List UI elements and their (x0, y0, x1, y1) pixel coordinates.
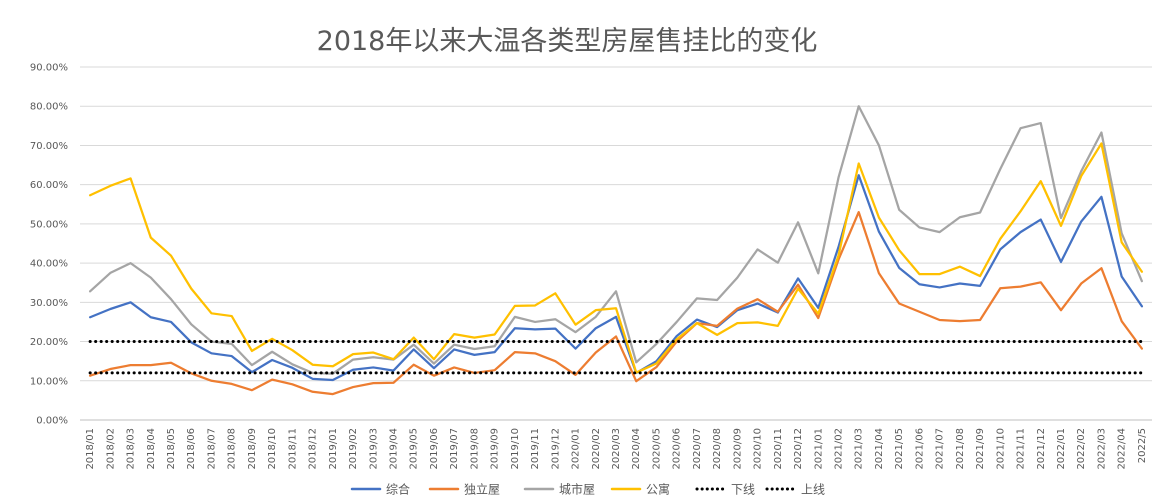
x-tick-label: 2018/07 (206, 428, 217, 470)
x-tick-label: 2020/02 (591, 428, 602, 470)
x-tick-label: 2018/04 (146, 428, 157, 470)
series-lines (88, 105, 1144, 396)
x-tick-label: 2020/08 (712, 428, 723, 470)
x-tick-label: 2021/03 (854, 428, 865, 470)
x-tick-label: 2019/10 (510, 428, 521, 470)
x-tick-label: 2022/5 (1137, 428, 1148, 463)
x-tick-label: 2021/06 (914, 428, 925, 470)
x-tick-label: 2020/07 (692, 428, 703, 470)
x-tick-label: 2019/05 (409, 428, 420, 470)
x-tick-label: 2022/03 (1096, 428, 1107, 470)
x-tick-label: 2018/02 (105, 428, 116, 470)
y-tick-label: 50.00% (30, 219, 68, 230)
x-tick-label: 2021/08 (955, 428, 966, 470)
x-tick-label: 2019/04 (389, 428, 400, 470)
legend-label: 上线 (801, 483, 825, 497)
x-tick-label: 2018/06 (186, 428, 197, 470)
x-tick-label: 2018/08 (227, 428, 238, 470)
x-tick-label: 2020/12 (793, 428, 804, 470)
x-tick-label: 2021/09 (975, 428, 986, 470)
legend-label: 独立屋 (464, 482, 500, 497)
x-tick-label: 2019/02 (348, 428, 359, 470)
legend-label: 下线 (731, 483, 755, 497)
y-tick-label: 70.00% (30, 141, 68, 152)
x-tick-label: 2018/10 (267, 428, 278, 470)
x-tick-label: 2020/09 (732, 428, 743, 470)
y-tick-label: 20.00% (30, 337, 68, 348)
x-tick-label: 2018/09 (247, 428, 258, 470)
x-tick-label: 2018/01 (85, 428, 96, 470)
x-tick-label: 2022/02 (1076, 428, 1087, 470)
y-tick-label: 40.00% (30, 259, 68, 270)
x-tick-label: 2019/09 (490, 428, 501, 470)
x-tick-label: 2022/04 (1117, 428, 1128, 470)
x-axis-ticks: 2018/01 2018/02 2018/03 2018/04 2018/05 2018/… (85, 428, 1148, 470)
y-tick-label: 90.00% (30, 63, 68, 74)
x-tick-label: 2021/10 (995, 428, 1006, 470)
x-tick-label: 2020/06 (672, 428, 683, 470)
y-tick-label: 60.00% (30, 180, 68, 191)
chart-title: 2018年以来大温各类型房屋售挂比的变化 (317, 26, 818, 57)
x-tick-label: 2021/04 (874, 428, 885, 470)
x-tick-label: 2020/10 (753, 428, 764, 470)
x-tick-label: 2018/11 (287, 428, 298, 470)
x-tick-label: 2018/03 (126, 428, 137, 470)
series-line-综合 (88, 174, 1144, 382)
gridlines (80, 66, 1152, 421)
x-tick-label: 2020/11 (773, 428, 784, 470)
x-tick-label: 2021/07 (935, 428, 946, 470)
x-tick-label: 2019/03 (368, 428, 379, 470)
x-tick-label: 2018/05 (166, 428, 177, 470)
x-tick-label: 2019/11 (530, 428, 541, 470)
x-tick-label: 2021/05 (894, 428, 905, 470)
legend-label: 公寓 (646, 482, 670, 497)
x-tick-label: 2021/12 (1036, 428, 1047, 470)
legend: 综合 独立屋 城市屋 公寓 下线 上线 (350, 482, 825, 497)
series-line-城市屋 (88, 105, 1144, 375)
x-tick-label: 2019/06 (429, 428, 440, 470)
legend-label: 综合 (386, 482, 410, 497)
x-tick-label: 2021/02 (833, 428, 844, 470)
x-tick-label: 2019/07 (449, 428, 460, 470)
x-tick-label: 2019/12 (550, 428, 561, 470)
y-tick-label: 0.00% (36, 416, 68, 427)
x-tick-label: 2020/05 (651, 428, 662, 470)
x-tick-label: 2019/08 (469, 428, 480, 470)
x-tick-label: 2021/01 (813, 428, 824, 470)
y-tick-label: 80.00% (30, 102, 68, 113)
x-tick-label: 2019/01 (328, 428, 339, 470)
y-tick-label: 30.00% (30, 298, 68, 309)
y-axis-ticks: 0.00% 10.00% 20.00% 30.00% 40.00% 50.00% 60.00… (30, 63, 68, 427)
legend-label: 城市屋 (559, 482, 595, 497)
x-tick-label: 2020/01 (571, 428, 582, 470)
x-tick-label: 2021/11 (1016, 428, 1027, 470)
x-tick-label: 2020/03 (611, 428, 622, 470)
x-tick-label: 2020/04 (631, 428, 642, 470)
y-tick-label: 10.00% (30, 376, 68, 387)
x-tick-label: 2022/01 (1056, 428, 1067, 470)
series-line-独立屋 (88, 210, 1144, 396)
x-tick-label: 2018/12 (308, 428, 319, 470)
